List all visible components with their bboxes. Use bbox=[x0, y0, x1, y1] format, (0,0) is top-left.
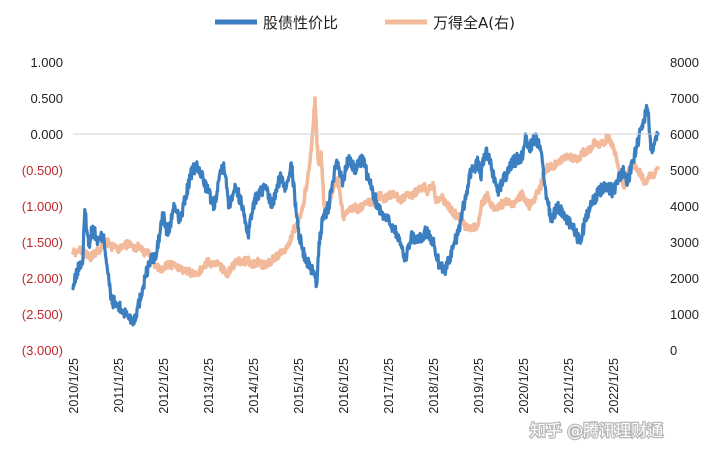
watermark: 知乎 @腾讯理财通 bbox=[530, 421, 663, 440]
left-tick-label: (3.000) bbox=[22, 343, 63, 358]
right-axis-ticks: 8000 7000 6000 5000 4000 3000 2000 1000 0 bbox=[670, 55, 699, 358]
right-tick-label: 3000 bbox=[670, 235, 699, 250]
x-tick-label: 2015/1/25 bbox=[292, 358, 306, 414]
left-tick-label: 0.500 bbox=[30, 91, 63, 106]
series-line-stock-bond-ratio bbox=[71, 103, 660, 327]
right-tick-label: 1000 bbox=[670, 307, 699, 322]
x-tick-label: 2010/1/25 bbox=[67, 358, 81, 414]
right-tick-label: 2000 bbox=[670, 271, 699, 286]
right-tick-label: 4000 bbox=[670, 199, 699, 214]
left-tick-label: (2.000) bbox=[22, 271, 63, 286]
right-tick-label: 0 bbox=[670, 343, 677, 358]
series-layer bbox=[71, 96, 660, 327]
x-tick-label: 2017/1/25 bbox=[382, 358, 396, 414]
right-tick-label: 6000 bbox=[670, 127, 699, 142]
series-line-wind-all-a bbox=[71, 96, 660, 279]
x-tick-label: 2020/1/25 bbox=[517, 358, 531, 414]
left-axis-ticks: 1.000 0.500 0.000 (0.500) (1.000) (1.500) (2.0… bbox=[22, 55, 63, 358]
legend-label: 股债性价比 bbox=[263, 14, 338, 32]
x-tick-label: 2016/1/25 bbox=[337, 358, 351, 414]
left-tick-label: (1.500) bbox=[22, 235, 63, 250]
x-tick-label: 2011/1/25 bbox=[112, 358, 126, 413]
x-tick-label: 2013/1/25 bbox=[202, 358, 216, 414]
left-tick-label: (1.000) bbox=[22, 199, 63, 214]
right-tick-label: 8000 bbox=[670, 55, 699, 70]
left-tick-label: (0.500) bbox=[22, 163, 63, 178]
legend-label: 万得全A(右) bbox=[433, 14, 515, 32]
right-tick-label: 7000 bbox=[670, 91, 699, 106]
x-tick-label: 2021/1/25 bbox=[562, 358, 576, 414]
x-tick-label: 2014/1/25 bbox=[247, 358, 261, 414]
right-tick-label: 5000 bbox=[670, 163, 699, 178]
left-tick-label: 0.000 bbox=[30, 127, 63, 142]
left-tick-label: 1.000 bbox=[30, 55, 63, 70]
x-tick-label: 2018/1/25 bbox=[427, 358, 441, 414]
left-tick-label: (2.500) bbox=[22, 307, 63, 322]
x-axis-ticks: 2010/1/25 2011/1/25 2012/1/25 2013/1/25 2014… bbox=[67, 358, 621, 414]
x-tick-label: 2019/1/25 bbox=[472, 358, 486, 414]
x-tick-label: 2012/1/25 bbox=[157, 358, 171, 414]
chart-legend: 股债性价比 万得全A(右) bbox=[215, 14, 515, 32]
x-tick-label: 2022/1/25 bbox=[607, 358, 621, 414]
